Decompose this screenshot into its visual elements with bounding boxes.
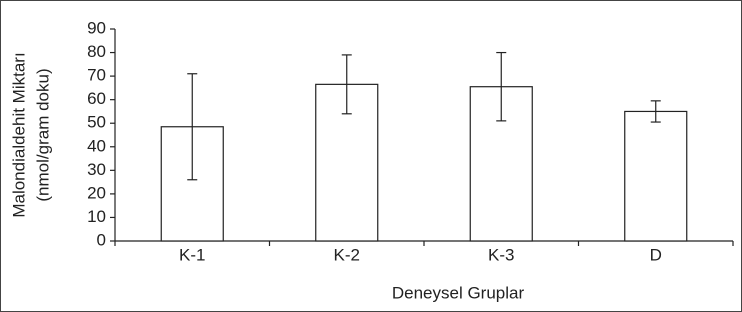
y-tick-label: 90 bbox=[87, 18, 106, 37]
y-tick-label: 50 bbox=[87, 113, 106, 132]
x-tick-label: K-2 bbox=[334, 245, 360, 264]
y-tick-label: 20 bbox=[87, 183, 106, 202]
x-tick-label: K-3 bbox=[488, 245, 514, 264]
x-tick-label: K-1 bbox=[179, 245, 205, 264]
y-axis-label: (nmol/gram doku) bbox=[33, 68, 52, 201]
x-tick-label: D bbox=[650, 245, 662, 264]
y-tick-label: 80 bbox=[87, 42, 106, 61]
error-bar bbox=[341, 54, 352, 115]
y-tick-label: 60 bbox=[87, 89, 106, 108]
x-axis-label: Deneysel Gruplar bbox=[392, 283, 525, 302]
y-tick-label: 0 bbox=[97, 230, 106, 249]
y-tick-label: 70 bbox=[87, 66, 106, 85]
y-tick-label: 40 bbox=[87, 136, 106, 155]
error-bar bbox=[650, 100, 661, 123]
error-bar bbox=[496, 51, 507, 122]
y-tick-label: 30 bbox=[87, 160, 106, 179]
error-bar bbox=[187, 73, 198, 181]
y-tick-label: 10 bbox=[87, 207, 106, 226]
y-axis-label: Malondialdehit Miktarı bbox=[9, 52, 28, 217]
bar bbox=[624, 110, 688, 242]
